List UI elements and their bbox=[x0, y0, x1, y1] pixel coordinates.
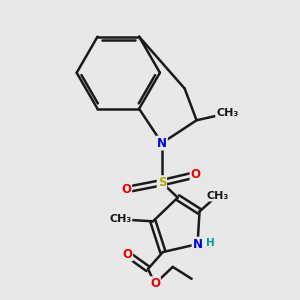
Text: O: O bbox=[190, 168, 201, 181]
Text: O: O bbox=[122, 248, 132, 260]
Text: N: N bbox=[157, 136, 167, 150]
Text: CH₃: CH₃ bbox=[216, 108, 238, 118]
Text: CH₃: CH₃ bbox=[206, 190, 229, 201]
Text: CH₃: CH₃ bbox=[109, 214, 131, 224]
Text: N: N bbox=[193, 238, 202, 250]
Text: O: O bbox=[121, 183, 131, 196]
Text: O: O bbox=[150, 277, 160, 290]
Text: H: H bbox=[206, 238, 214, 248]
Text: S: S bbox=[158, 176, 166, 189]
